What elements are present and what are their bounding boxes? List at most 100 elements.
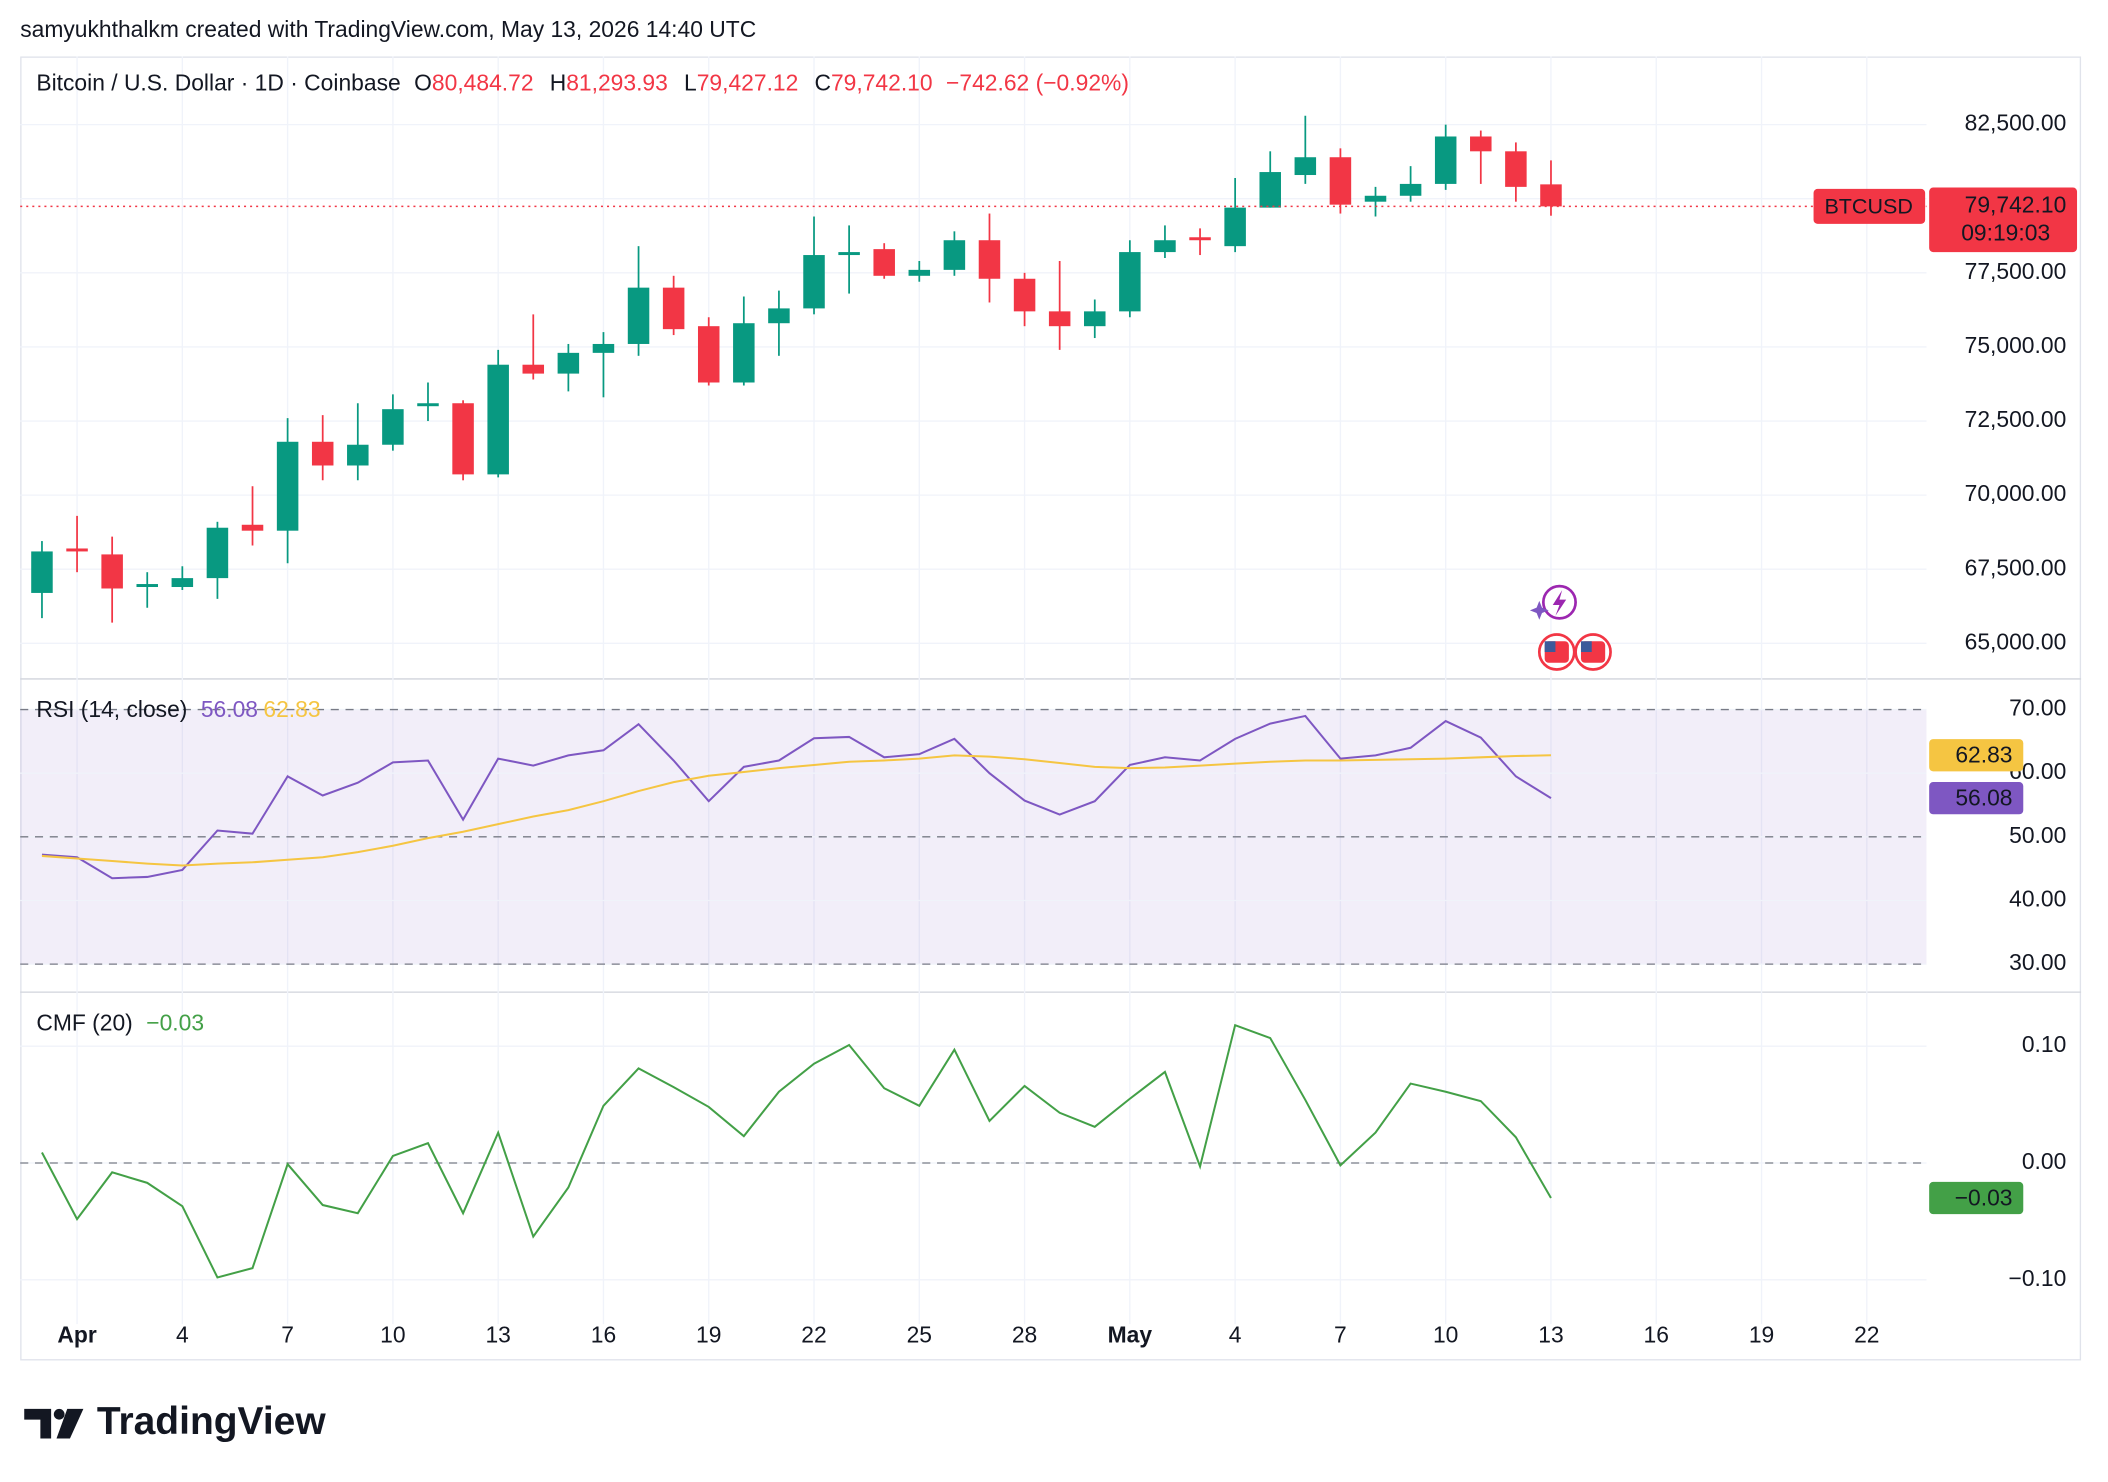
value-tag: 62.83 bbox=[1955, 742, 2012, 768]
change: −742.62 (−0.92%) bbox=[946, 70, 1129, 96]
y-tick-label: 0.00 bbox=[2022, 1148, 2066, 1174]
x-tick-label: 10 bbox=[380, 1321, 405, 1347]
candle-body bbox=[171, 578, 194, 588]
candle-body bbox=[1154, 240, 1176, 253]
price-tag: 79,742.10 bbox=[1965, 191, 2067, 217]
y-tick-label: 70.00 bbox=[2009, 695, 2066, 721]
candle-body bbox=[1470, 136, 1492, 152]
candle-body bbox=[1119, 252, 1141, 312]
x-tick-label: 4 bbox=[1229, 1321, 1242, 1347]
candle-body bbox=[592, 343, 615, 353]
y-tick-label: −0.10 bbox=[2008, 1265, 2066, 1291]
attribution: samyukhthalkm created with TradingView.c… bbox=[20, 16, 756, 42]
logo-slash bbox=[56, 1408, 84, 1439]
logo-mark bbox=[24, 1408, 52, 1439]
candle-body bbox=[522, 364, 545, 374]
x-tick-label: 16 bbox=[591, 1321, 616, 1347]
indicator-title: RSI (14, close) bbox=[36, 696, 187, 722]
y-tick-label: 75,000.00 bbox=[1965, 332, 2067, 358]
y-tick-label: 0.10 bbox=[2022, 1031, 2066, 1057]
candle-body bbox=[1294, 157, 1317, 176]
candle-body bbox=[241, 524, 264, 531]
x-tick-label: 13 bbox=[1538, 1321, 1563, 1347]
ohlc-value: 80,484.72 bbox=[432, 70, 534, 96]
candle-body bbox=[276, 441, 299, 531]
ohlc-value: 81,293.93 bbox=[566, 70, 668, 96]
candle-body bbox=[1013, 278, 1036, 312]
y-tick-label: 67,500.00 bbox=[1965, 554, 2067, 580]
indicator-header: RSI (14, close) 56.08 62.83 bbox=[36, 696, 320, 722]
symbol-tag-bg bbox=[1813, 188, 1926, 224]
chart-frame bbox=[20, 56, 2082, 1361]
x-tick-label: Apr bbox=[57, 1321, 96, 1347]
candle-body bbox=[487, 364, 509, 475]
ohlc-value: 79,427.12 bbox=[697, 70, 799, 96]
grid-layer bbox=[20, 56, 2082, 1325]
candle-body bbox=[1399, 183, 1422, 196]
candle-body bbox=[66, 548, 88, 552]
candle-body bbox=[873, 249, 895, 276]
candle-body bbox=[1048, 311, 1071, 327]
value-tag-bg bbox=[1929, 1181, 2024, 1215]
candle-body bbox=[908, 269, 931, 276]
x-tick-label: May bbox=[1108, 1321, 1153, 1347]
candle-body bbox=[311, 441, 334, 466]
x-tick-label: 22 bbox=[1854, 1321, 1879, 1347]
y-tick-label: 82,500.00 bbox=[1965, 110, 2067, 136]
candle-body bbox=[1329, 157, 1352, 205]
y-tick-label: 65,000.00 bbox=[1965, 628, 2067, 654]
indicator-title: CMF (20) bbox=[36, 1009, 132, 1035]
x-tick-label: 10 bbox=[1433, 1321, 1458, 1347]
x-tick-label: 28 bbox=[1012, 1321, 1037, 1347]
footer-text: TradingView bbox=[97, 1400, 327, 1443]
candle-body bbox=[452, 403, 474, 475]
indicator-line bbox=[41, 714, 1552, 880]
value-tag: 56.08 bbox=[1955, 785, 2012, 811]
ohlc-key: H bbox=[550, 70, 567, 96]
x-tick-label: 13 bbox=[485, 1321, 510, 1347]
x-tick-label: 4 bbox=[176, 1321, 189, 1347]
ohlc-key: C bbox=[814, 70, 830, 96]
candle-body bbox=[1189, 237, 1211, 241]
candle-body bbox=[136, 584, 158, 588]
y-tick-label: 40.00 bbox=[2009, 886, 2066, 912]
candle-body bbox=[768, 308, 790, 324]
candle-body bbox=[1084, 311, 1106, 327]
candle-body bbox=[838, 252, 860, 256]
candle-body bbox=[101, 554, 123, 589]
icon-flag-canton bbox=[1544, 641, 1556, 653]
x-tick-label: 19 bbox=[696, 1321, 721, 1347]
x-tick-label: 7 bbox=[281, 1321, 294, 1347]
value-tag-bg bbox=[1929, 782, 2024, 815]
icon-sparkle bbox=[1529, 600, 1549, 620]
x-tick-label: 7 bbox=[1334, 1321, 1347, 1347]
indicator-header: CMF (20) −0.03 bbox=[36, 1009, 204, 1035]
indicator-line bbox=[41, 1023, 1552, 1279]
chart-header: Bitcoin / U.S. Dollar · 1D · Coinbase O80… bbox=[36, 70, 1129, 96]
icon-lightning bbox=[1552, 590, 1567, 616]
candle-body bbox=[1224, 207, 1246, 247]
ohlc-value: 79,742.10 bbox=[831, 70, 933, 96]
y-tick-label: 72,500.00 bbox=[1965, 406, 2067, 432]
chart-title: Bitcoin / U.S. Dollar · 1D · Coinbase bbox=[36, 70, 400, 96]
x-tick-label: 16 bbox=[1644, 1321, 1669, 1347]
candle-body bbox=[206, 527, 229, 579]
value-tag: −0.03 bbox=[1955, 1184, 2013, 1210]
indicator-line bbox=[41, 754, 1551, 867]
footer-logo: TradingView bbox=[24, 1400, 326, 1443]
candle-body bbox=[662, 287, 685, 330]
indicator-value: −0.03 bbox=[146, 1009, 204, 1035]
symbol-tag: BTCUSD bbox=[1824, 194, 1912, 218]
indicator-value: 56.08 bbox=[201, 696, 258, 722]
candle-body bbox=[1434, 136, 1457, 184]
ohlc-key: O bbox=[414, 70, 432, 96]
candle-body bbox=[943, 240, 966, 270]
value-tag-bg bbox=[1929, 739, 2024, 772]
candle-body bbox=[627, 287, 650, 344]
event-icons bbox=[1529, 584, 1612, 671]
icon-flag-canton bbox=[1580, 641, 1592, 653]
ohlc-key: L bbox=[684, 70, 697, 96]
candle-body bbox=[1364, 195, 1387, 202]
